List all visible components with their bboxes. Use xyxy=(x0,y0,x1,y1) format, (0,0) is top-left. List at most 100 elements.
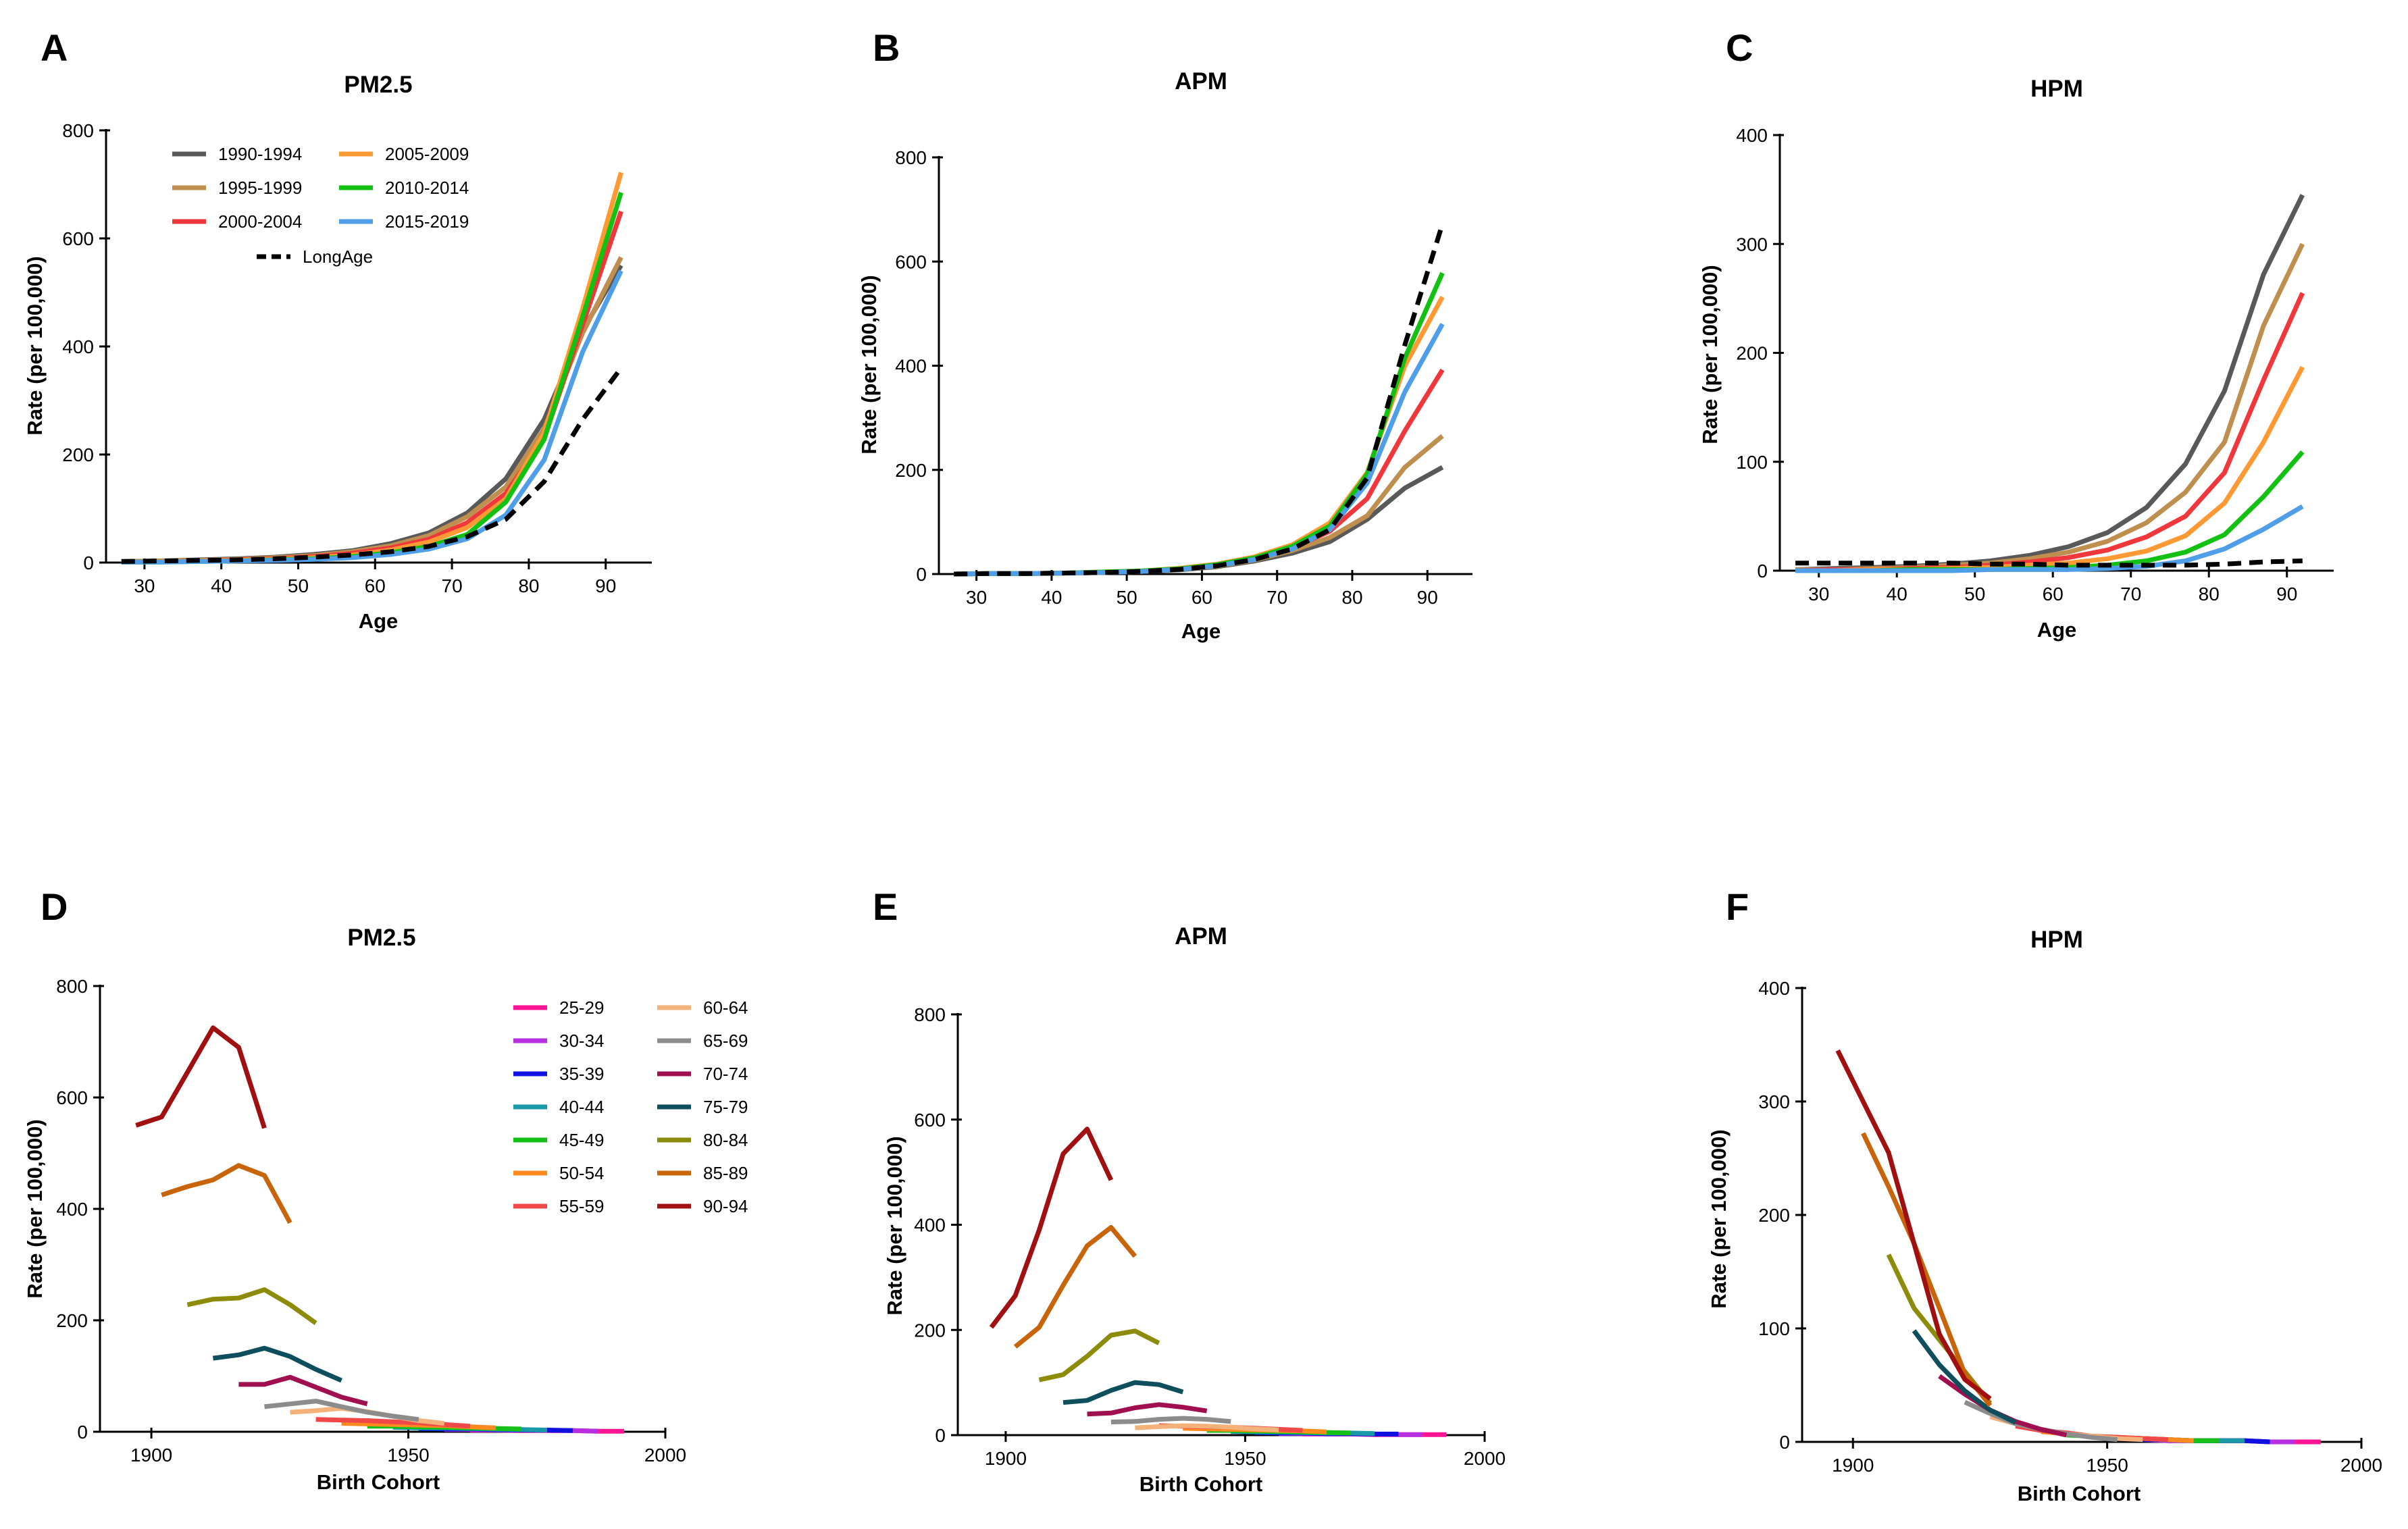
x-tick-label-d-1900: 1900 xyxy=(130,1445,172,1466)
y-tick-label-a-800: 800 xyxy=(62,120,94,141)
x-tick-label-a-40: 40 xyxy=(211,575,232,596)
x-tick-label-a-90: 90 xyxy=(595,575,616,596)
series-line-e-70-74 xyxy=(1087,1402,1208,1417)
y-axis-label-d: Rate (per 100,000) xyxy=(23,1119,47,1298)
series-line-e-80-84 xyxy=(1038,1328,1160,1382)
x-tick-label-a-50: 50 xyxy=(288,575,309,596)
y-axis-label-b: Rate (per 100,000) xyxy=(857,275,881,454)
panel-a: A PM2.5 Age Rate (per 100,000) 0 200 400 60… xyxy=(23,26,652,633)
series-line-d-85-89 xyxy=(161,1163,292,1224)
chart-title-c: HPM xyxy=(2030,76,2083,102)
legend-label-d-40-44: 40-44 xyxy=(559,1097,605,1117)
y-tick-label-b-200: 200 xyxy=(895,460,927,481)
legend-label-a-1995-1999: 1995-1999 xyxy=(218,178,302,198)
series-line-b-longage xyxy=(954,223,1445,577)
legend-label-a-longage: LongAge xyxy=(303,247,373,267)
y-tick-label-a-200: 200 xyxy=(62,444,94,465)
y-tick-label-b-600: 600 xyxy=(895,251,927,272)
y-tick-label-f-400: 400 xyxy=(1758,978,1790,999)
x-axis-label-a: Age xyxy=(359,609,399,633)
x-tick-label-c-90: 90 xyxy=(2276,584,2297,604)
series-line-c-1990-1994 xyxy=(1795,194,2305,572)
y-tick-label-d-200: 200 xyxy=(56,1310,88,1331)
x-tick-label-d-2000: 2000 xyxy=(644,1445,686,1466)
y-tick-label-f-300: 300 xyxy=(1758,1091,1790,1112)
x-axis-label-d: Birth Cohort xyxy=(317,1470,440,1494)
series-line-b-2005-2009 xyxy=(954,296,1445,577)
y-tick-label-c-100: 100 xyxy=(1736,452,1768,473)
legend-label-d-70-74: 70-74 xyxy=(703,1064,748,1084)
series-line-a-1990-1994 xyxy=(121,264,623,564)
y-tick-label-a-0: 0 xyxy=(83,552,94,573)
y-tick-label-d-400: 400 xyxy=(56,1199,88,1220)
series-line-d-80-84 xyxy=(186,1287,317,1325)
x-tick-label-b-40: 40 xyxy=(1041,587,1062,608)
x-tick-label-c-50: 50 xyxy=(1964,584,1985,604)
legend-label-d-90-94: 90-94 xyxy=(703,1196,748,1216)
panel-letter-b: B xyxy=(873,26,900,69)
panel-b: B APM Age Rate (per 100,000) 0 200 400 600 8… xyxy=(857,26,1472,643)
chart-title-f: HPM xyxy=(2030,927,2083,953)
x-axis-label-c: Age xyxy=(2037,618,2077,642)
series-line-f-75-79 xyxy=(1912,1329,2017,1425)
chart-title-e: APM xyxy=(1175,923,1227,950)
series-line-d-55-59 xyxy=(315,1417,471,1429)
y-tick-label-e-800: 800 xyxy=(914,1004,946,1025)
y-tick-label-d-600: 600 xyxy=(56,1087,88,1108)
panel-letter-f: F xyxy=(1726,885,1749,928)
y-tick-label-f-0: 0 xyxy=(1779,1432,1790,1453)
series-line-b-2015-2019 xyxy=(954,323,1445,577)
x-tick-label-b-80: 80 xyxy=(1341,587,1362,608)
x-tick-label-a-70: 70 xyxy=(442,575,463,596)
panel-letter-d: D xyxy=(41,885,68,928)
legend-label-a-2015-2019: 2015-2019 xyxy=(385,211,469,232)
legend-label-d-55-59: 55-59 xyxy=(559,1196,605,1216)
y-tick-label-b-0: 0 xyxy=(916,564,927,585)
legend-label-d-80-84: 80-84 xyxy=(703,1130,748,1150)
series-line-a-longage xyxy=(121,366,623,564)
x-tick-label-f-1900: 1900 xyxy=(1832,1455,1874,1476)
series-line-e-75-79 xyxy=(1062,1380,1184,1405)
legend-label-a-2010-2014: 2010-2014 xyxy=(385,178,469,198)
y-axis-label-a: Rate (per 100,000) xyxy=(23,256,47,435)
x-tick-label-b-30: 30 xyxy=(966,587,987,608)
x-tick-label-f-2000: 2000 xyxy=(2340,1455,2382,1476)
series-line-c-longage xyxy=(1795,559,2303,568)
legend-label-d-25-29: 25-29 xyxy=(559,997,605,1018)
legend-label-d-65-69: 65-69 xyxy=(703,1031,748,1051)
y-tick-label-b-800: 800 xyxy=(895,147,927,168)
y-tick-label-e-400: 400 xyxy=(914,1215,946,1236)
x-tick-label-a-30: 30 xyxy=(134,575,155,596)
x-tick-label-d-1950: 1950 xyxy=(387,1445,429,1466)
y-tick-label-c-200: 200 xyxy=(1736,343,1768,364)
x-tick-label-e-2000: 2000 xyxy=(1464,1448,1506,1469)
y-tick-label-d-800: 800 xyxy=(56,976,88,997)
x-axis-label-e: Birth Cohort xyxy=(1139,1472,1263,1496)
y-tick-label-e-600: 600 xyxy=(914,1110,946,1131)
series-line-d-75-79 xyxy=(212,1345,342,1383)
y-tick-label-f-100: 100 xyxy=(1758,1318,1790,1339)
series-line-f-85-89 xyxy=(1861,1132,1993,1407)
series-line-d-70-74 xyxy=(238,1374,368,1407)
series-line-e-85-89 xyxy=(1013,1224,1137,1349)
legend-label-a-2005-2009: 2005-2009 xyxy=(385,144,469,164)
x-axis-label-b: Age xyxy=(1181,619,1221,643)
x-tick-label-b-60: 60 xyxy=(1192,587,1212,608)
legend-label-d-60-64: 60-64 xyxy=(703,997,748,1018)
x-tick-label-b-90: 90 xyxy=(1417,587,1438,608)
x-axis-label-f: Birth Cohort xyxy=(2018,1482,2141,1505)
legend-label-a-1990-1994: 1990-1994 xyxy=(218,144,302,164)
panel-letter-c: C xyxy=(1726,26,1753,69)
panel-f: F HPM Birth Cohort Rate (per 100,000) 0 1… xyxy=(1707,885,2382,1505)
legend-label-d-75-79: 75-79 xyxy=(703,1097,748,1117)
series-line-f-90-94 xyxy=(1835,1049,1992,1401)
x-tick-label-a-60: 60 xyxy=(365,575,386,596)
x-tick-label-f-1950: 1950 xyxy=(2086,1455,2128,1476)
x-tick-label-b-50: 50 xyxy=(1117,587,1137,608)
legend-label-d-85-89: 85-89 xyxy=(703,1163,748,1183)
panel-e: E APM Birth Cohort Rate (per 100,000) 0 2… xyxy=(873,885,1506,1496)
y-tick-label-f-200: 200 xyxy=(1758,1205,1790,1226)
x-tick-label-c-80: 80 xyxy=(2199,584,2220,604)
legend-label-d-45-49: 45-49 xyxy=(559,1130,605,1150)
